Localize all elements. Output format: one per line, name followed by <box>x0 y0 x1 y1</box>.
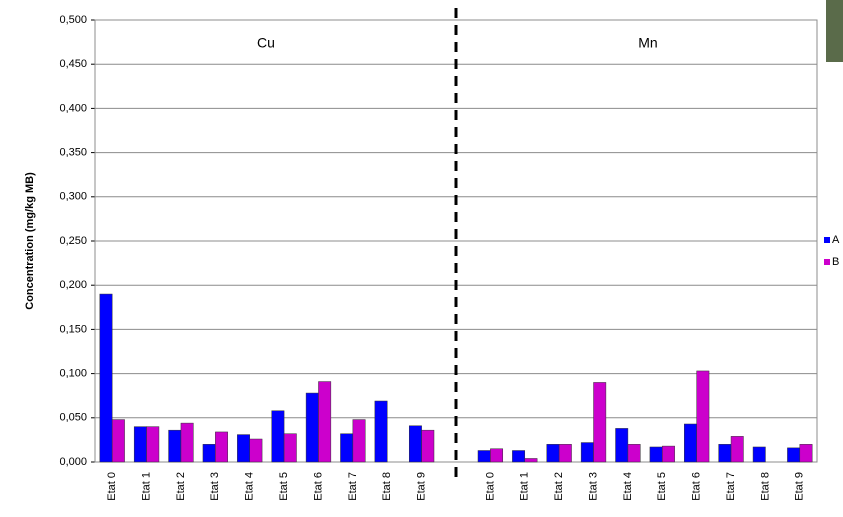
legend-label: B <box>832 256 839 268</box>
bar <box>421 429 435 463</box>
bar <box>627 444 641 463</box>
bar <box>662 445 675 463</box>
x-tick-label: Etat 8 <box>759 472 771 501</box>
bar <box>490 448 504 463</box>
bar <box>340 433 354 463</box>
bar <box>512 450 526 463</box>
bar <box>580 442 594 463</box>
x-tick-label: Etat 1 <box>519 472 531 501</box>
bar <box>477 450 491 463</box>
bar <box>718 444 732 463</box>
y-tick-label: 0,100 <box>59 368 87 380</box>
x-tick-label: Etat 4 <box>244 472 256 501</box>
x-tick-label: Etat 0 <box>484 472 496 501</box>
legend-swatch <box>824 259 830 265</box>
bar <box>111 419 125 463</box>
bar <box>99 293 113 463</box>
bar <box>202 444 216 463</box>
bar <box>168 429 182 463</box>
x-tick-label: Etat 6 <box>691 472 703 501</box>
bar <box>615 428 629 463</box>
x-tick-label: Etat 3 <box>209 472 221 501</box>
bar <box>180 422 194 463</box>
x-tick-label: Etat 2 <box>175 472 187 501</box>
y-tick-label: 0,050 <box>59 412 87 424</box>
y-tick-label: 0,450 <box>59 58 87 70</box>
y-axis-label: Concentration (mg/kg MB) <box>24 172 36 310</box>
bar <box>696 370 710 463</box>
bar <box>283 433 297 463</box>
x-tick-label: Etat 5 <box>278 472 290 501</box>
bar <box>305 392 319 463</box>
bar <box>249 438 263 463</box>
plot-border <box>94 19 818 463</box>
y-tick-label: 0,200 <box>59 279 87 291</box>
x-tick-label: Etat 0 <box>106 472 118 501</box>
bar <box>799 444 813 463</box>
x-tick-label: Etat 1 <box>140 472 152 501</box>
x-tick-label: Etat 9 <box>416 472 428 501</box>
bar <box>649 446 663 463</box>
bar <box>352 419 366 463</box>
bar <box>684 423 697 463</box>
bar <box>215 431 228 463</box>
photo-fragment <box>826 0 843 62</box>
y-tick-label: 0,150 <box>59 323 87 335</box>
x-tick-label: Etat 3 <box>587 472 599 501</box>
bar <box>593 382 607 463</box>
bar <box>318 381 332 463</box>
x-tick-label: Etat 7 <box>347 472 359 501</box>
bar <box>752 446 766 463</box>
x-tick-label: Etat 8 <box>381 472 393 501</box>
bar <box>787 447 801 463</box>
y-tick-label: 0,000 <box>59 456 87 468</box>
bar <box>133 426 147 463</box>
bar <box>558 444 572 463</box>
x-tick-label: Etat 7 <box>725 472 737 501</box>
y-tick-label: 0,350 <box>59 147 87 159</box>
y-tick-label: 0,500 <box>59 14 87 26</box>
bar <box>524 458 538 463</box>
x-tick-label: Etat 5 <box>656 472 668 501</box>
y-tick-label: 0,400 <box>59 102 87 114</box>
bar <box>237 434 250 463</box>
x-tick-label: Etat 2 <box>553 472 565 501</box>
legend-label: A <box>832 234 840 246</box>
y-tick-label: 0,300 <box>59 191 87 203</box>
x-tick-label: Etat 9 <box>794 472 806 501</box>
bar <box>374 400 388 463</box>
x-tick-label: Etat 6 <box>312 472 324 501</box>
bar <box>730 436 744 463</box>
bar <box>546 444 560 463</box>
annotation: Mn <box>638 35 657 51</box>
y-tick-label: 0,250 <box>59 235 87 247</box>
annotation: Cu <box>257 35 275 51</box>
legend-swatch <box>824 237 830 243</box>
x-tick-label: Etat 4 <box>622 472 634 501</box>
bar <box>408 425 422 463</box>
bar <box>271 410 285 463</box>
bar <box>146 426 160 463</box>
